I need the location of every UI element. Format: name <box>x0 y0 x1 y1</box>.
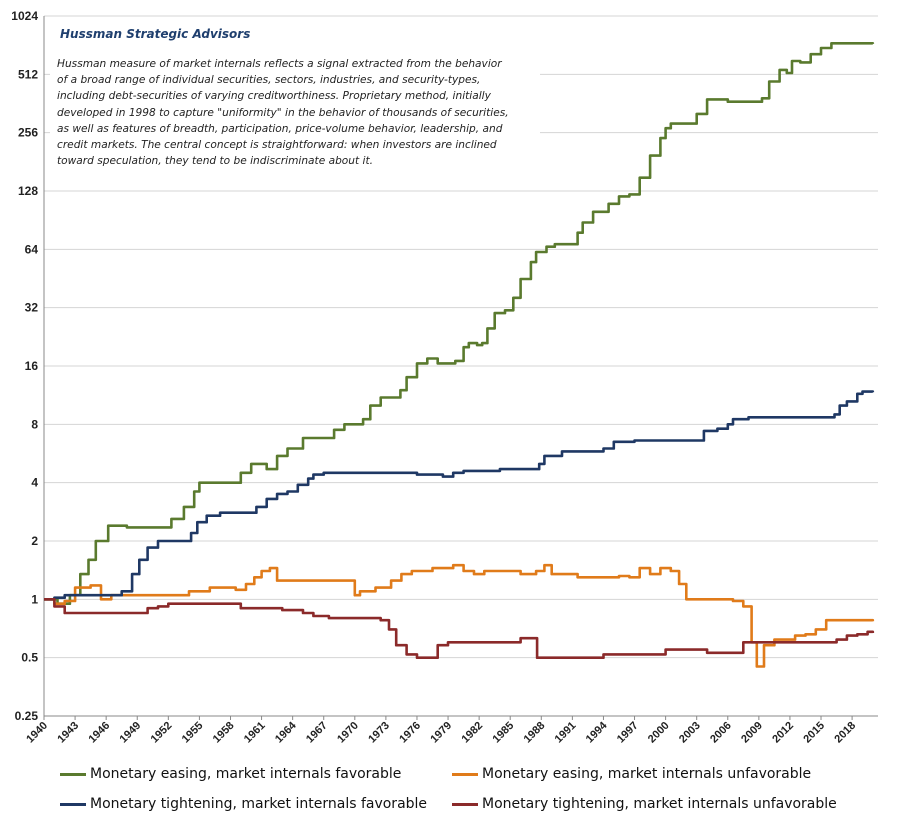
legend-label: Monetary tightening, market internals un… <box>482 796 837 812</box>
legend-swatch <box>452 772 478 776</box>
x-tick-label: 1949 <box>118 720 144 746</box>
series-line-1 <box>44 42 875 605</box>
x-tick-label: 1955 <box>180 720 206 746</box>
x-tick-label: 1988 <box>522 720 548 746</box>
annotation-line: Hussman measure of market internals refl… <box>57 58 502 70</box>
annotation-line: toward speculation, they tend to be indi… <box>57 155 373 168</box>
legend-label: Monetary tightening, market internals fa… <box>90 796 428 812</box>
y-tick-label: 0.25 <box>15 709 39 723</box>
x-tick-label: 1952 <box>149 720 175 746</box>
annotation-text: Hussman measure of market internals refl… <box>57 56 537 169</box>
x-tick-label: 1958 <box>211 720 237 746</box>
x-tick-label: 1973 <box>366 720 392 746</box>
y-tick-label: 128 <box>18 184 38 198</box>
y-tick-label: 256 <box>18 126 38 140</box>
y-tick-label: 2 <box>31 534 38 548</box>
x-tick-label: 1970 <box>335 720 361 746</box>
x-tick-label: 1964 <box>273 719 299 745</box>
x-tick-label: 1985 <box>491 720 517 746</box>
y-tick-label: 512 <box>18 67 38 81</box>
x-tick-label: 2009 <box>739 720 765 746</box>
x-tick-label: 2003 <box>677 720 703 746</box>
x-tick-label: 1997 <box>615 720 641 746</box>
legend-swatch <box>60 772 86 776</box>
annotation-line: credit markets. The central concept is s… <box>57 139 497 152</box>
x-tick-label: 1967 <box>304 720 330 746</box>
x-tick-label: 2015 <box>801 720 827 746</box>
x-tick-labels: 1940 1943 1946 1949 1952 1955 1958 1961 1964 1967… <box>24 719 858 745</box>
y-tick-label: 64 <box>25 242 39 256</box>
legend-swatch <box>452 802 478 806</box>
legend-item: Monetary tightening, market internals un… <box>452 796 837 812</box>
legend-item: Monetary tightening, market internals fa… <box>60 796 427 812</box>
x-tick-label: 2006 <box>708 720 734 746</box>
x-tick-label: 1940 <box>24 720 50 746</box>
y-tick-label: 4 <box>31 476 38 490</box>
legend-item: Monetary easing, market internals favora… <box>60 766 401 782</box>
annotation-line: as well as features of breadth, particip… <box>57 122 503 135</box>
x-tick-label: 2000 <box>646 720 672 746</box>
y-tick-label: 1024 <box>11 9 38 23</box>
x-tick-label: 2018 <box>832 720 858 746</box>
legend: Monetary easing, market internals favora… <box>60 766 890 822</box>
y-tick-labels: 1024 512 256 128 64 32 16 8 4 2 1 0.5 0.25 <box>11 9 38 723</box>
x-tick-label: 1976 <box>397 720 423 746</box>
y-tick-label: 16 <box>25 359 39 373</box>
series-line-2 <box>44 563 875 668</box>
x-tick-label: 1961 <box>242 720 268 746</box>
y-tick-label: 1 <box>31 592 38 606</box>
x-tick-label: 2012 <box>770 720 796 746</box>
legend-item: Monetary easing, market internals unfavo… <box>452 766 811 782</box>
x-tick-label: 1946 <box>86 720 112 746</box>
y-tick-label: 0.5 <box>21 651 38 665</box>
series-line-4 <box>44 598 875 659</box>
y-tick-label: 32 <box>25 301 39 315</box>
legend-label: Monetary easing, market internals favora… <box>90 766 402 782</box>
x-tick-label: 1979 <box>428 720 454 746</box>
legend-swatch <box>60 802 86 806</box>
annotation-line: including debt-securities of varying cre… <box>57 90 491 103</box>
x-tick-label: 1943 <box>55 720 81 746</box>
annotation-line: developed in 1998 to capture "uniformity… <box>57 106 509 119</box>
x-tick-label: 1982 <box>459 720 485 746</box>
x-tick-label: 1994 <box>584 719 610 745</box>
series-lines <box>44 42 875 668</box>
series-line-3 <box>44 390 875 601</box>
y-tick-label: 8 <box>31 417 38 431</box>
annotation-line: of a broad range of individual securitie… <box>57 74 481 87</box>
annotation-title: Hussman Strategic Advisors <box>60 27 251 41</box>
x-tick-label: 1991 <box>553 720 579 746</box>
legend-label: Monetary easing, market internals unfavo… <box>482 766 812 782</box>
annotation-box <box>50 22 540 190</box>
